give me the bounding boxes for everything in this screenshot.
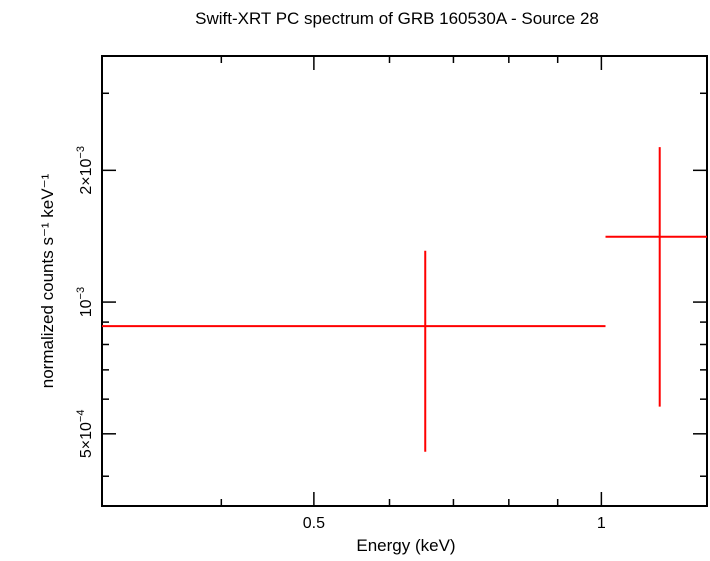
x-tick-label: 1 [597, 515, 606, 532]
chart-title: Swift-XRT PC spectrum of GRB 160530A - S… [195, 9, 599, 28]
data-points [102, 147, 707, 452]
y-tick-label: 5×10−4 [75, 410, 95, 459]
axis-ticks [102, 56, 707, 506]
y-tick-mantissa: 10 [78, 299, 95, 317]
y-axis-label: normalized counts s⁻¹ keV⁻¹ [38, 173, 57, 388]
tick-labels: 0.5 15×10−410−32×10−3 [75, 146, 606, 532]
y-tick-exponent: −4 [75, 410, 87, 423]
x-axis-label: Energy (keV) [356, 536, 455, 555]
data-point [605, 147, 707, 407]
y-tick-mantissa: 2×10 [78, 158, 95, 194]
y-tick-exponent: −3 [75, 287, 87, 300]
y-tick-label: 2×10−3 [75, 146, 95, 195]
plot-frame [101, 55, 708, 507]
y-tick-mantissa: 5×10 [78, 422, 95, 458]
data-point [102, 250, 606, 452]
y-tick-exponent: −3 [75, 146, 87, 159]
y-tick-label: 10−3 [75, 287, 95, 317]
x-tick-label: 0.5 [303, 515, 325, 532]
